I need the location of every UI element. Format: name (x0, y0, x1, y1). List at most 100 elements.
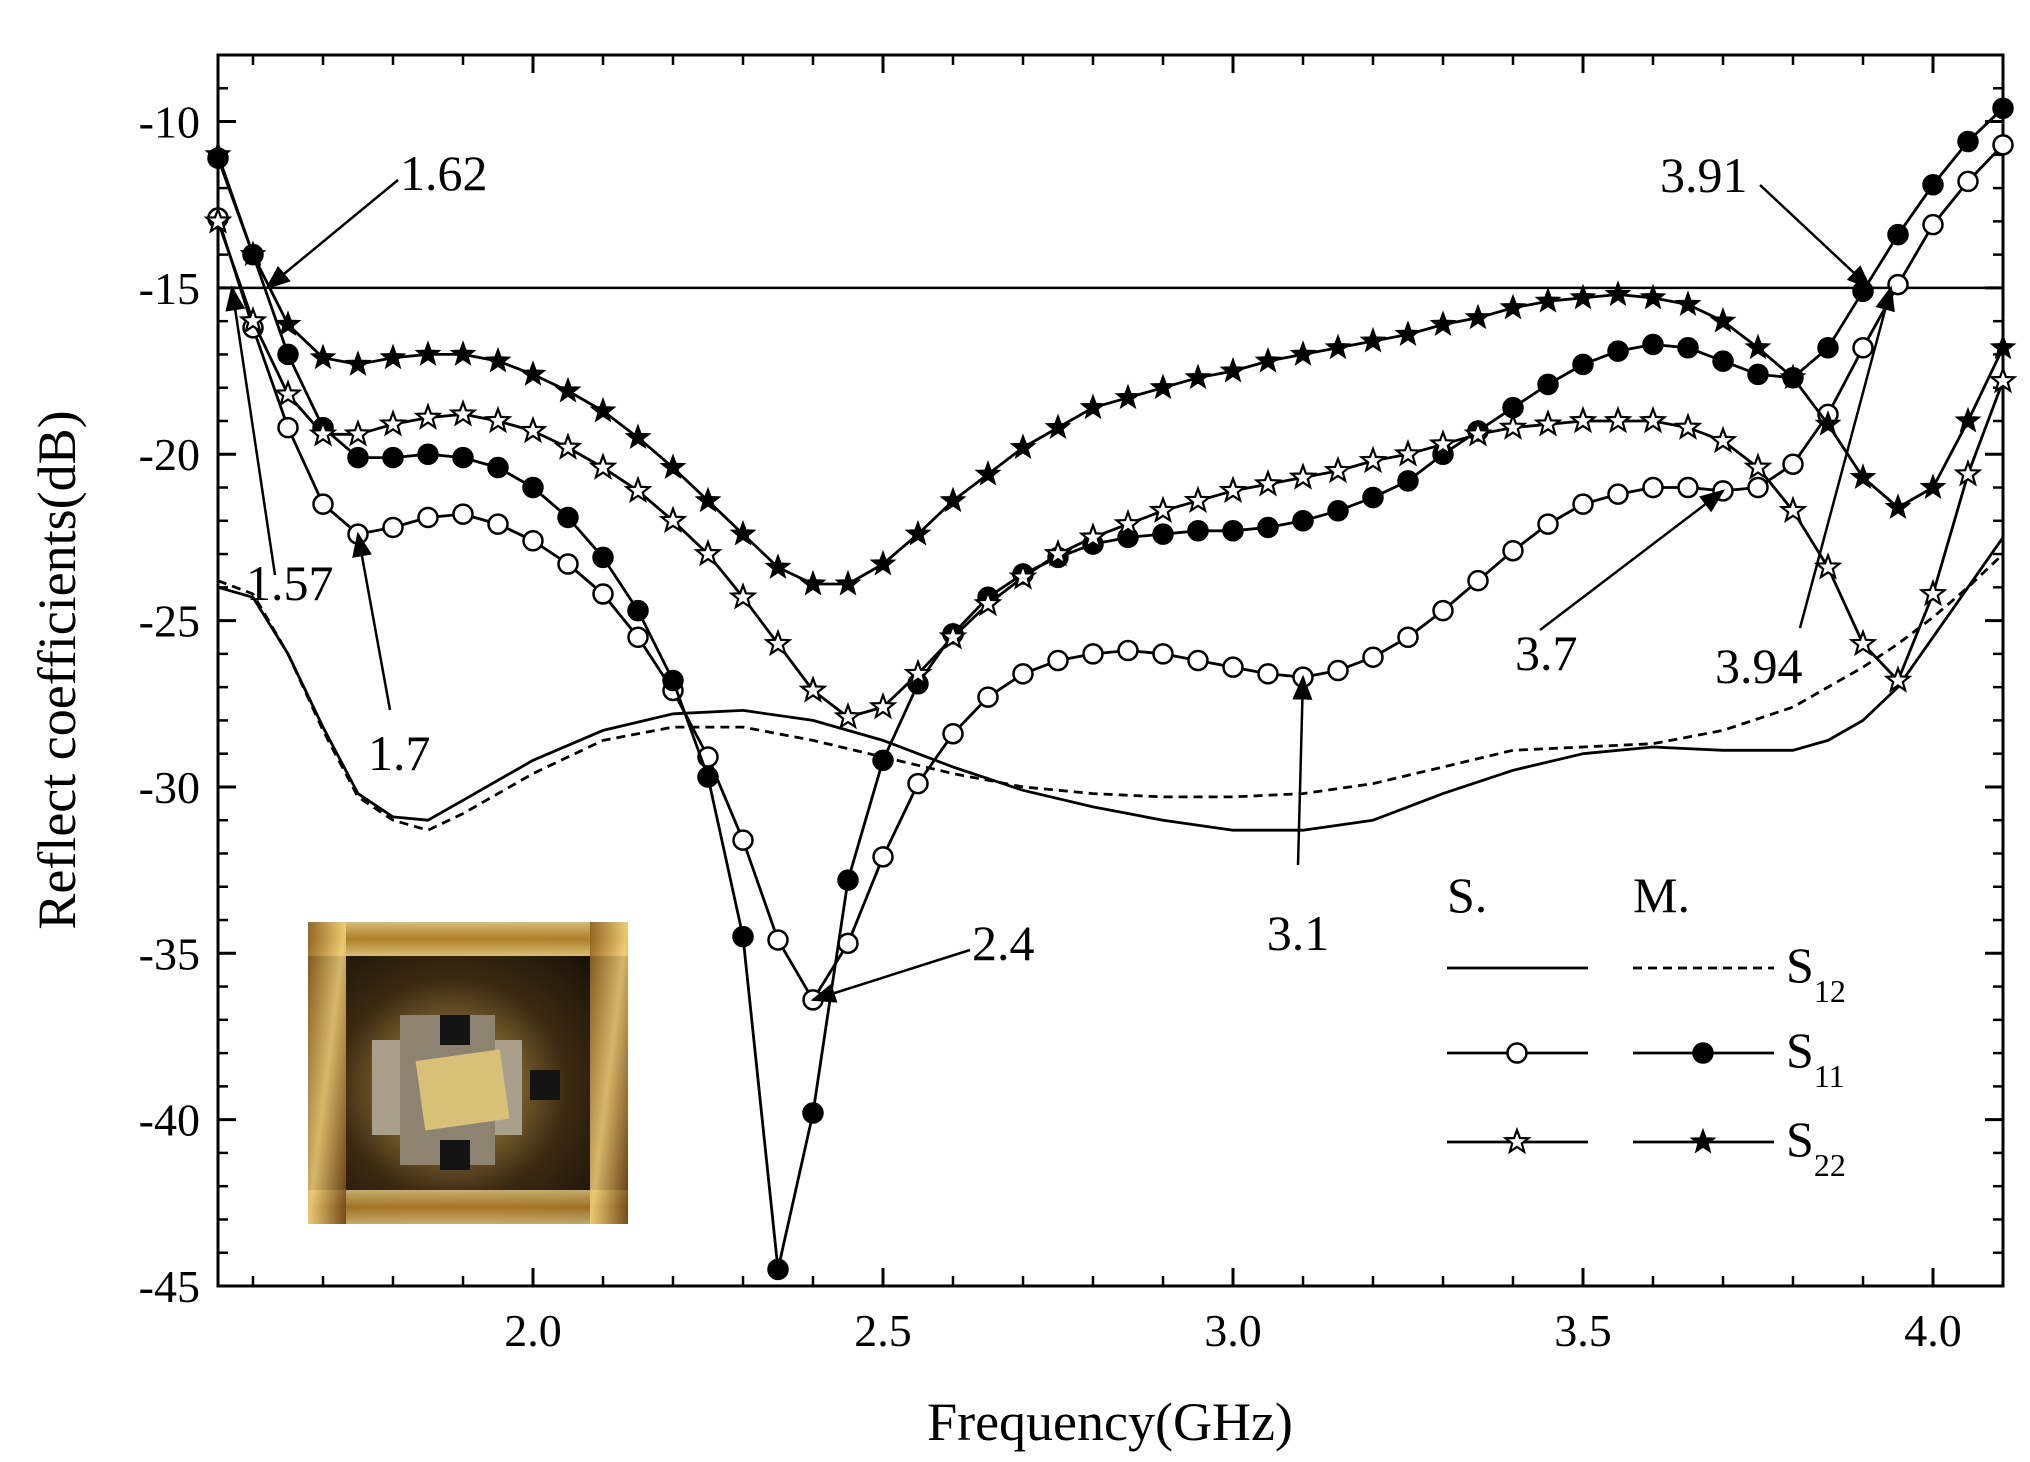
data-point (1992, 97, 2014, 119)
data-point (834, 569, 862, 596)
annotation-arrow (1798, 285, 1895, 629)
data-point (238, 306, 268, 334)
data-point (1884, 493, 1912, 519)
data-point (1813, 552, 1843, 580)
data-point (1397, 470, 1419, 492)
data-point (1677, 337, 1699, 359)
data-point (1324, 333, 1352, 360)
data-point (904, 519, 932, 546)
data-point (697, 766, 719, 788)
data-point (452, 503, 474, 525)
y-tick-label: -35 (139, 928, 200, 979)
data-point (239, 240, 267, 267)
annotation-3-94: 3.94 (1715, 285, 1895, 694)
annotation-arrow (1759, 184, 1872, 290)
data-point (869, 549, 897, 576)
plot-frame (216, 53, 2005, 1288)
data-point (1919, 473, 1947, 499)
series-5 (204, 140, 2017, 596)
series-1 (217, 553, 2004, 832)
series-line (216, 220, 2005, 719)
data-point (1393, 438, 1423, 467)
data-point (484, 346, 512, 373)
data-point (1288, 462, 1318, 490)
data-point (732, 829, 754, 851)
data-point (1463, 419, 1493, 447)
data-point (872, 749, 894, 772)
data-point (343, 419, 373, 447)
data-point (1817, 337, 1839, 359)
data-point (798, 675, 828, 703)
data-point (1692, 1042, 1714, 1064)
data-point (312, 493, 334, 515)
legend-label: S12 (1786, 937, 1846, 1009)
data-point (1778, 495, 1808, 524)
annotation-3-7: 3.7 (1515, 489, 1725, 681)
legend-row-1: S11 (1447, 1022, 1845, 1094)
data-point (1533, 409, 1563, 437)
data-point (1604, 280, 1632, 307)
legend-row-0: S12 (1447, 937, 1846, 1009)
data-point (1047, 649, 1069, 672)
data-point (729, 519, 757, 546)
data-point (1253, 469, 1283, 497)
data-point (277, 416, 299, 439)
data-point (378, 409, 408, 437)
data-point (1327, 500, 1349, 522)
x-tick-label: 3.5 (1554, 1305, 1612, 1356)
data-point (732, 925, 754, 948)
data-point (588, 452, 618, 480)
data-point (1079, 393, 1107, 420)
series-line (216, 107, 2004, 1271)
data-point (1849, 463, 1877, 489)
data-point (1257, 516, 1279, 539)
data-point (1499, 293, 1527, 320)
data-point (1498, 412, 1528, 440)
series-layer (203, 97, 2018, 1281)
data-point (1257, 663, 1279, 685)
data-point (938, 621, 968, 650)
data-point (1117, 639, 1139, 662)
data-point (939, 486, 967, 513)
data-point (942, 722, 964, 745)
data-point (414, 340, 442, 366)
data-point (833, 701, 863, 730)
data-point (519, 360, 547, 386)
y-tick-label: -40 (139, 1095, 200, 1146)
data-point (903, 658, 933, 687)
data-point (1289, 340, 1317, 366)
legend-label: S11 (1786, 1022, 1845, 1094)
data-point (1148, 495, 1178, 524)
data-point (1082, 643, 1104, 665)
data-point (417, 506, 439, 529)
annotation-3-91: 3.91 (1660, 147, 1872, 290)
annotation-label: 1.7 (368, 725, 431, 781)
data-point (553, 432, 583, 460)
data-point (623, 475, 653, 504)
data-point (308, 419, 338, 447)
data-point (382, 446, 404, 469)
legend-row-2: S22 (1447, 1111, 1846, 1183)
axis-tick-labels: 2.0 2.5 3.0 3.5 4.0 -10 -15 -20 -25 -30 -35 -40 -45 (139, 97, 1962, 1356)
data-point (1709, 307, 1737, 333)
data-point (483, 405, 513, 434)
series-line (217, 553, 2004, 832)
data-point (1009, 433, 1037, 460)
data-point (1673, 412, 1703, 440)
data-point (1638, 405, 1668, 434)
data-point (1292, 510, 1314, 532)
data-point (627, 599, 649, 622)
data-point (802, 1102, 824, 1124)
data-point (1012, 663, 1034, 685)
data-point (1394, 320, 1422, 346)
data-point (767, 929, 789, 951)
annotation-arrow (810, 948, 971, 1003)
data-point (1008, 562, 1038, 590)
data-point (592, 546, 614, 569)
data-point (868, 691, 898, 720)
data-point (274, 310, 302, 336)
data-point (907, 772, 929, 795)
data-point (1467, 569, 1489, 592)
annotation-label: 3.7 (1515, 625, 1578, 681)
